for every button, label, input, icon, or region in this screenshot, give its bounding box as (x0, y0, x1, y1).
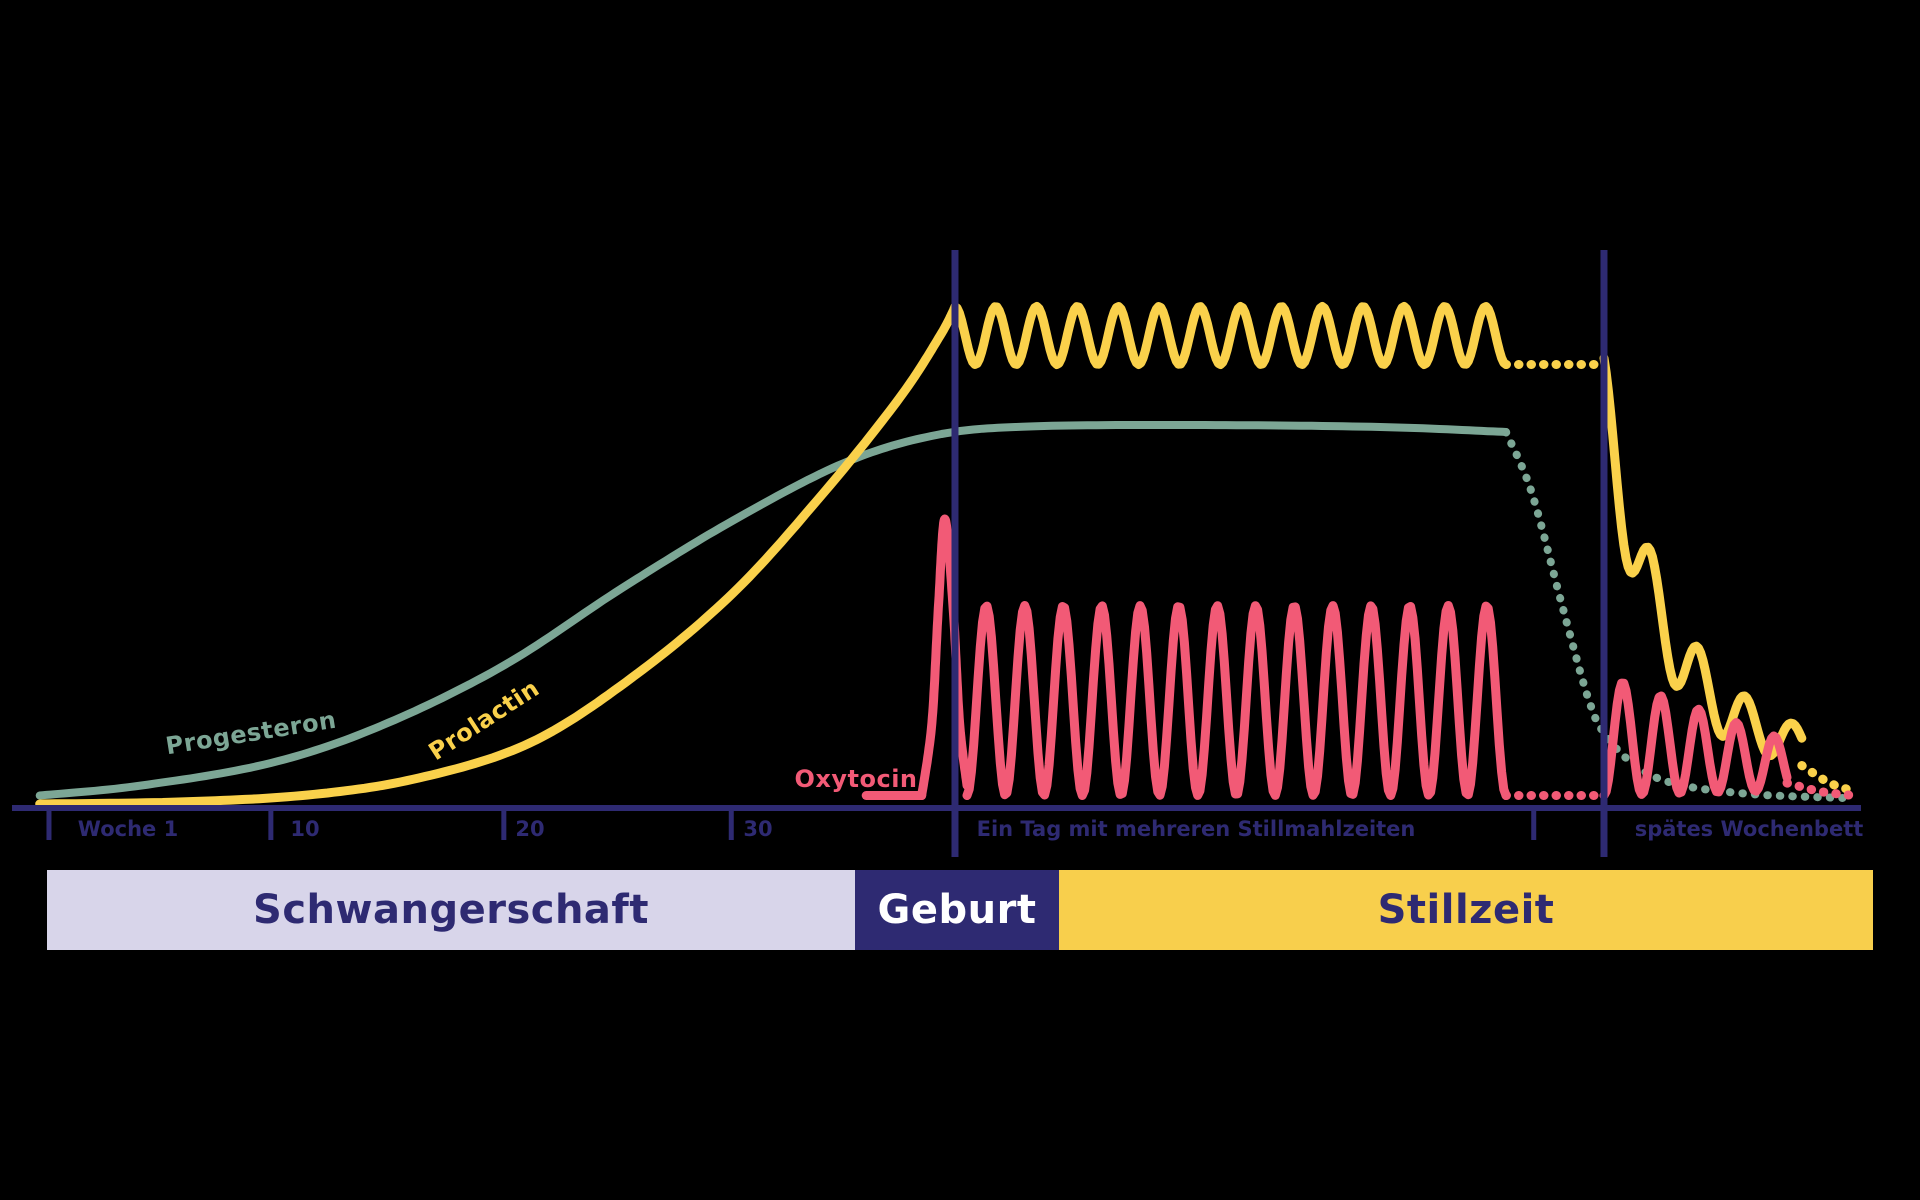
series-oxytocin-segment-1 (917, 514, 972, 800)
x-tick-label-30: 30 (743, 817, 773, 841)
phase-band-geburt: Geburt (855, 870, 1059, 950)
phase-band-geburt-label: Geburt (877, 887, 1037, 933)
phase-bands: Schwangerschaft Geburt Stillzeit (0, 870, 1920, 950)
phase-band-stillzeit-label: Stillzeit (1377, 887, 1555, 933)
phase-band-schwangerschaft-label: Schwangerschaft (253, 887, 649, 933)
series-prolactin-segment-3 (1599, 353, 1807, 761)
x-tick-label-20: 20 (515, 817, 545, 841)
oxytocin-curve-label: Oxytocin (794, 765, 918, 793)
x-tick-label-stillmahlzeiten: Ein Tag mit mehreren Stillmahlzeiten (976, 817, 1416, 841)
series-oxytocin-segment-5 (1782, 778, 1859, 800)
series-prolactin-segment-4 (1797, 761, 1862, 797)
x-tick-label-woche-1: Woche 1 (77, 817, 179, 841)
series-progesteron-segment-1 (1502, 428, 1847, 802)
phase-band-stillzeit: Stillzeit (1059, 870, 1873, 950)
x-tick-label-wochenbett: spätes Wochenbett (1634, 817, 1864, 841)
series-prolactin-segment-0 (35, 302, 960, 809)
x-tick-label-10: 10 (290, 817, 320, 841)
series-progesteron-segment-0 (35, 421, 1510, 800)
series-prolactin-segment-1 (950, 302, 1511, 369)
phase-band-schwangerschaft: Schwangerschaft (47, 870, 855, 950)
series-oxytocin-segment-2 (962, 601, 1511, 800)
series-oxytocin-segment-4 (1599, 678, 1792, 800)
